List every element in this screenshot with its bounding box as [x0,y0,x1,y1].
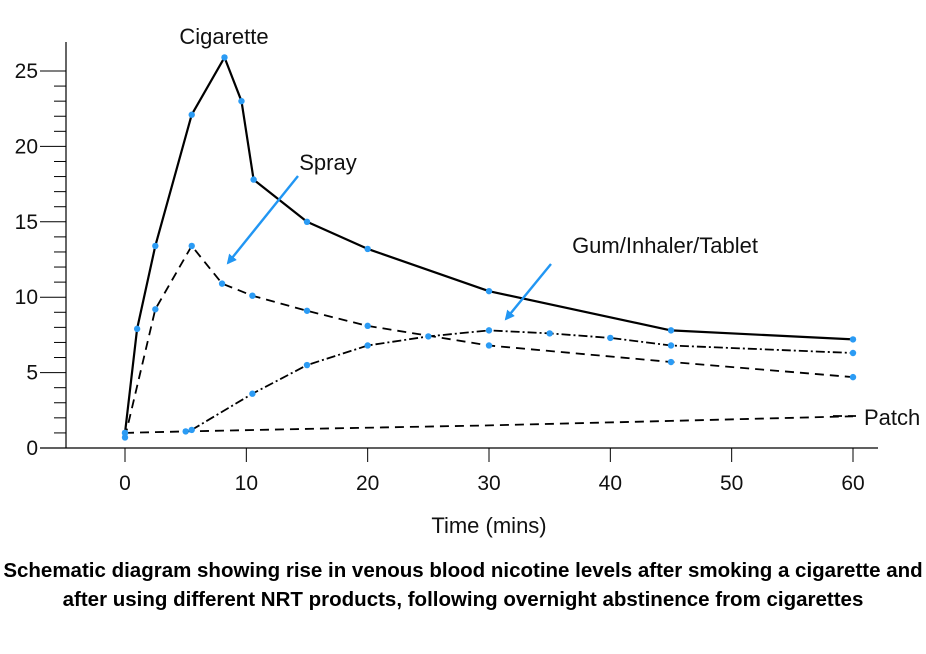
data-point-gum-inhaler-tablet [425,333,432,340]
data-point-gum-inhaler-tablet [849,349,857,357]
series-line-patch [124,415,854,434]
nicotine-chart: 0 5 10 15 20 25 0 10 20 30 40 50 60 Time (mins) Cigare… [15,24,921,538]
y-tick-label: 20 [15,135,38,158]
data-point-cigarette [849,336,857,343]
series-line-spray [124,244,854,438]
x-tick-label: 40 [599,472,622,495]
data-point-cigarette [667,327,675,334]
data-point-gum-inhaler-tablet [607,334,614,342]
data-point-cigarette [221,54,228,61]
series-line-gum-inhaler-tablet [191,329,854,431]
data-point-spray [303,307,311,314]
data-point-spray [121,434,129,441]
data-point-gum-inhaler-tablet [249,390,256,397]
y-tick-label: 25 [15,60,38,83]
x-tick-label: 20 [356,472,379,495]
data-point-gum-inhaler-tablet [546,330,553,337]
annotation-gum-inhaler-tablet: Gum/Inhaler/Tablet [572,233,758,258]
data-point-cigarette [250,176,257,183]
x-axis-label: Time (mins) [431,513,546,538]
data-point-gum-inhaler-tablet [667,342,675,349]
data-point-cigarette [364,245,371,253]
data-point-spray [249,292,256,299]
gum-arrow [504,263,552,321]
data-point-spray [667,358,675,366]
data-point-patch [182,428,189,435]
spray-arrow [226,175,299,265]
x-tick-label: 30 [477,472,500,495]
data-point-cigarette [303,218,311,225]
data-point-cigarette [188,111,195,118]
x-tick-label: 60 [841,472,864,495]
data-point-spray [188,242,195,250]
data-point-gum-inhaler-tablet [303,361,311,369]
annotation-patch: Patch [864,405,920,430]
x-tick-label: 50 [720,472,743,495]
annotation-spray: Spray [299,150,356,175]
y-tick-label: 10 [15,286,38,309]
data-point-gum-inhaler-tablet [364,342,371,349]
data-point-patch [121,429,129,437]
chart-caption: Schematic diagram showing rise in venous… [3,559,923,611]
x-tick-label: 10 [235,472,258,495]
data-point-gum-inhaler-tablet [485,327,493,334]
data-point-cigarette [152,242,159,250]
data-point-cigarette [238,97,245,105]
x-tick-label: 0 [119,472,131,495]
data-point-spray [849,373,857,381]
y-tick-label: 0 [26,437,38,460]
y-tick-label: 15 [15,211,38,234]
data-point-gum-inhaler-tablet [188,426,195,434]
data-point-cigarette [485,287,493,295]
data-point-spray [364,322,371,330]
data-point-spray [152,306,159,313]
data-point-spray [485,342,493,349]
annotation-cigarette: Cigarette [179,24,268,49]
chart-svg: 0 5 10 15 20 25 0 10 20 30 40 50 60 Time (mins) Cigare… [15,24,921,538]
data-point-spray [218,280,226,287]
series-line-cigarette [123,56,854,434]
data-point-cigarette [133,325,141,333]
y-tick-label: 5 [26,362,38,385]
